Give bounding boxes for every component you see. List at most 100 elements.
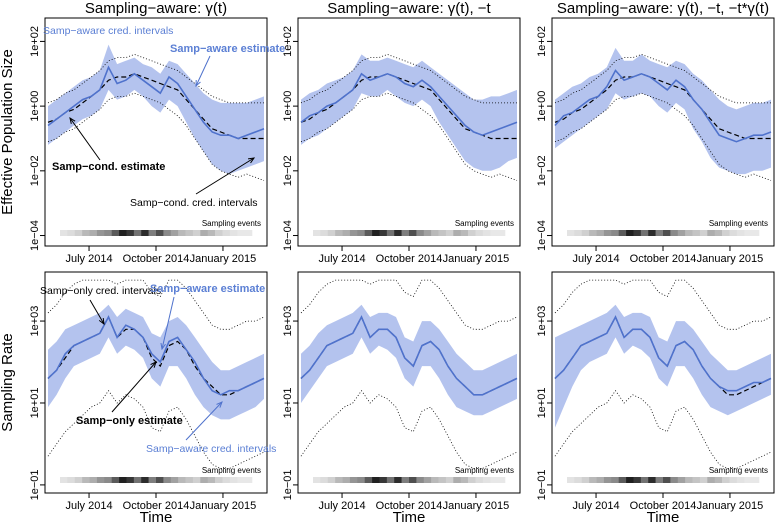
x-axis-label: Time	[140, 509, 173, 525]
sampling-event-cell	[327, 477, 336, 483]
conditional-interval-line	[554, 390, 772, 469]
sampling-event-cell	[633, 230, 642, 236]
sampling-event-cell	[589, 230, 597, 236]
sampling-event-cell	[141, 477, 149, 483]
sampling-event-cell	[200, 477, 208, 483]
annotation-label: Samp−cond. cred. intervals	[130, 197, 258, 209]
y-tick-label: 1e+03	[29, 306, 41, 337]
sampling-event-cell	[648, 477, 656, 483]
credible-band	[555, 47, 771, 175]
sampling-event-cell	[89, 477, 98, 483]
y-tick-label: 1e−02	[536, 155, 548, 186]
sampling-event-cell	[372, 477, 380, 483]
sampling-event-cell	[729, 230, 738, 236]
x-tick-label: July 2014	[318, 500, 365, 512]
sampling-event-cell	[603, 477, 612, 483]
x-axis-label: Time	[647, 509, 680, 525]
sampling-event-cell	[229, 230, 238, 236]
x-tick-label: July 2014	[65, 253, 112, 265]
credible-band	[48, 44, 264, 175]
y-tick-label: 1e−04	[29, 220, 41, 251]
panel-r0-c1: 1e−04 1e−02 1e+00 1e+02 July 2014 October 201…	[282, 17, 521, 265]
y-tick-label: 1e+00	[282, 91, 294, 122]
sampling-event-cell	[141, 230, 149, 236]
sampling-event-cell	[729, 477, 738, 483]
sampling-event-cell	[394, 230, 402, 236]
sampling-event-cell	[423, 230, 432, 236]
sampling-event-cell	[60, 230, 68, 236]
sampling-event-cell	[655, 477, 664, 483]
sampling-event-cell	[229, 477, 238, 483]
sampling-event-cell	[574, 230, 583, 236]
sampling-event-cell	[567, 477, 575, 483]
sampling-event-cell	[699, 477, 708, 483]
sampling-event-cell	[178, 477, 186, 483]
sampling-event-cell	[714, 477, 723, 483]
sampling-event-cell	[445, 477, 454, 483]
sampling-event-cell	[215, 477, 223, 483]
annotation-arrow-head	[195, 79, 201, 88]
sampling-event-cell	[567, 230, 575, 236]
sampling-event-cell	[96, 230, 105, 236]
sampling-event-cell	[677, 230, 686, 236]
x-tick-label: January 2015	[697, 253, 764, 265]
annotation-arrow-line	[69, 117, 101, 161]
sampling-event-cell	[736, 230, 745, 236]
sampling-event-cell	[67, 230, 76, 236]
y-tick-label: 1e+03	[536, 306, 548, 337]
aware-estimate-line	[300, 315, 518, 396]
panel-r1-c1: 1e−01 1e+01 1e+03 July 2014 October 2014 Janu…	[282, 271, 521, 512]
x-tick-label: January 2015	[190, 500, 257, 512]
annotation-arrow-line	[89, 299, 105, 325]
sampling-event-cell	[692, 477, 701, 483]
sampling-event-cell	[111, 477, 120, 483]
panel-r0-c2: 1e−04 1e−02 1e+00 1e+02 July 2014 October 201…	[536, 17, 775, 265]
sampling-event-cell	[119, 230, 127, 236]
sampling-event-cell	[497, 477, 506, 483]
sampling-event-cell	[207, 230, 216, 236]
sampling-event-cell	[490, 230, 498, 236]
y-tick-label: 1e+01	[282, 388, 294, 419]
sampling-event-cell	[185, 477, 194, 483]
sampling-event-cell	[655, 230, 664, 236]
x-tick-label: July 2014	[318, 253, 365, 265]
annotation-arrow-head	[160, 343, 166, 351]
x-tick-label: October 2014	[123, 253, 190, 265]
y-tick-label: 1e−02	[282, 155, 294, 186]
sampling-events-label: Sampling events	[709, 466, 768, 475]
sampling-event-cell	[222, 230, 231, 236]
y-axis-label: Effective Population Size	[0, 49, 16, 215]
sampling-event-cell	[497, 230, 506, 236]
y-tick-label: 1e+01	[536, 388, 548, 419]
sampling-event-cell	[692, 230, 701, 236]
sampling-event-cell	[460, 230, 469, 236]
y-tick-label: 1e−04	[282, 220, 294, 251]
y-axis-label: Sampling Rate	[0, 333, 16, 431]
x-tick-label: October 2014	[376, 253, 443, 265]
sampling-event-cell	[156, 477, 164, 483]
sampling-event-cell	[648, 230, 656, 236]
y-tick-label: 1e+01	[29, 388, 41, 419]
sampling-event-cell	[313, 477, 321, 483]
sampling-event-cell	[611, 230, 619, 236]
annotation-label: Samp−only estimate	[76, 415, 183, 427]
sampling-event-cell	[207, 477, 216, 483]
sampling-event-cell	[596, 230, 605, 236]
conditional-interval-line	[300, 53, 517, 104]
sampling-event-cell	[431, 477, 439, 483]
annotation-arrow-line	[195, 55, 211, 87]
aware-estimate-line	[554, 315, 772, 392]
sampling-event-cell	[82, 230, 90, 236]
sampling-event-cell	[313, 230, 321, 236]
sampling-event-cell	[104, 477, 112, 483]
sampling-event-cell	[349, 230, 358, 236]
sampling-event-cell	[663, 477, 671, 483]
x-tick-label: October 2014	[123, 500, 190, 512]
y-tick-label: 1e−01	[536, 469, 548, 500]
sampling-event-cell	[126, 477, 135, 483]
y-tick-label: 1e+00	[536, 91, 548, 122]
sampling-event-cell	[237, 477, 245, 483]
sampling-event-cell	[178, 230, 186, 236]
sampling-event-cell	[438, 477, 447, 483]
sampling-event-cell	[482, 477, 491, 483]
